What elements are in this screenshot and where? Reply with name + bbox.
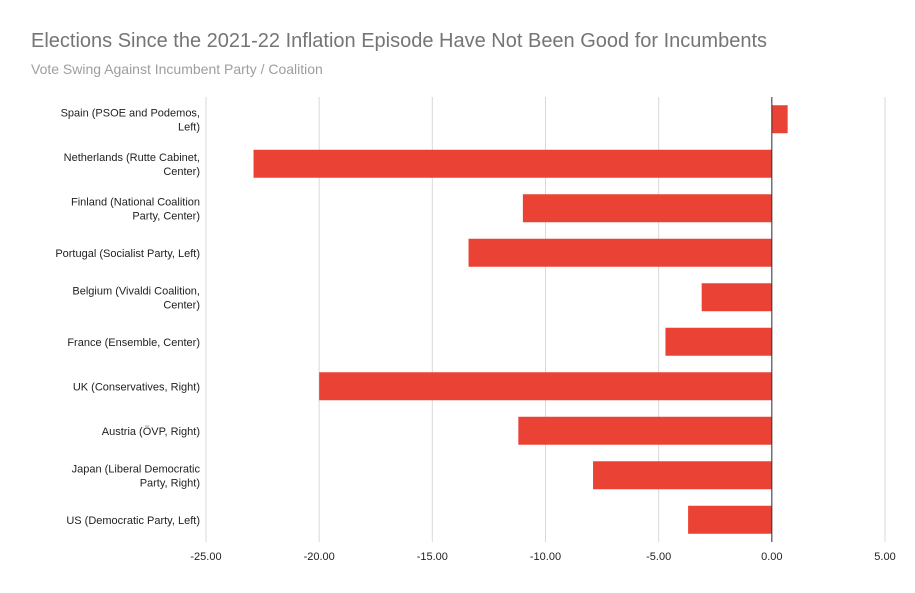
category-label: Finland (National Coalition Party, Center…	[71, 196, 200, 222]
bar	[518, 416, 772, 445]
category-label: Belgium (Vivaldi Coalition, Center)	[72, 285, 200, 311]
x-tick-label: -5.00	[646, 551, 671, 563]
category-label: UK (Conservatives, Right)	[73, 381, 200, 393]
x-axis-tick-labels: -25.00 -20.00 -15.00 -10.00 -5.00 0.00 5.00	[190, 551, 895, 563]
y-axis-category-labels: Spain (PSOE and Podemos, Left) Netherlands…	[55, 107, 200, 527]
x-tick-label: -15.00	[417, 551, 448, 563]
category-label: Netherlands (Rutte Cabinet, Center)	[64, 152, 200, 178]
chart-title: Elections Since the 2021-22 Inflation Ep…	[31, 30, 768, 52]
bar	[319, 372, 772, 401]
bar	[701, 283, 772, 312]
category-label: Austria (ÖVP, Right)	[102, 426, 200, 438]
x-tick-label: 0.00	[761, 551, 782, 563]
x-tick-label: -10.00	[530, 551, 561, 563]
x-tick-label: 5.00	[874, 551, 895, 563]
x-tick-label: -25.00	[190, 551, 221, 563]
category-label: France (Ensemble, Center)	[67, 337, 200, 349]
bar	[593, 461, 772, 490]
bar	[468, 238, 772, 267]
category-label: US (Democratic Party, Left)	[66, 515, 200, 527]
bar	[665, 327, 772, 356]
bar	[522, 194, 772, 223]
bar	[253, 149, 772, 178]
chart-subtitle: Vote Swing Against Incumbent Party / Coa…	[31, 61, 323, 77]
x-tick-label: -20.00	[304, 551, 335, 563]
bars	[253, 105, 788, 534]
bar	[771, 105, 788, 134]
category-label: Spain (PSOE and Podemos, Left)	[61, 107, 200, 133]
category-label: Portugal (Socialist Party, Left)	[55, 248, 200, 260]
category-label: Japan (Liberal Democratic Party, Right)	[72, 463, 201, 489]
bar	[688, 505, 772, 534]
